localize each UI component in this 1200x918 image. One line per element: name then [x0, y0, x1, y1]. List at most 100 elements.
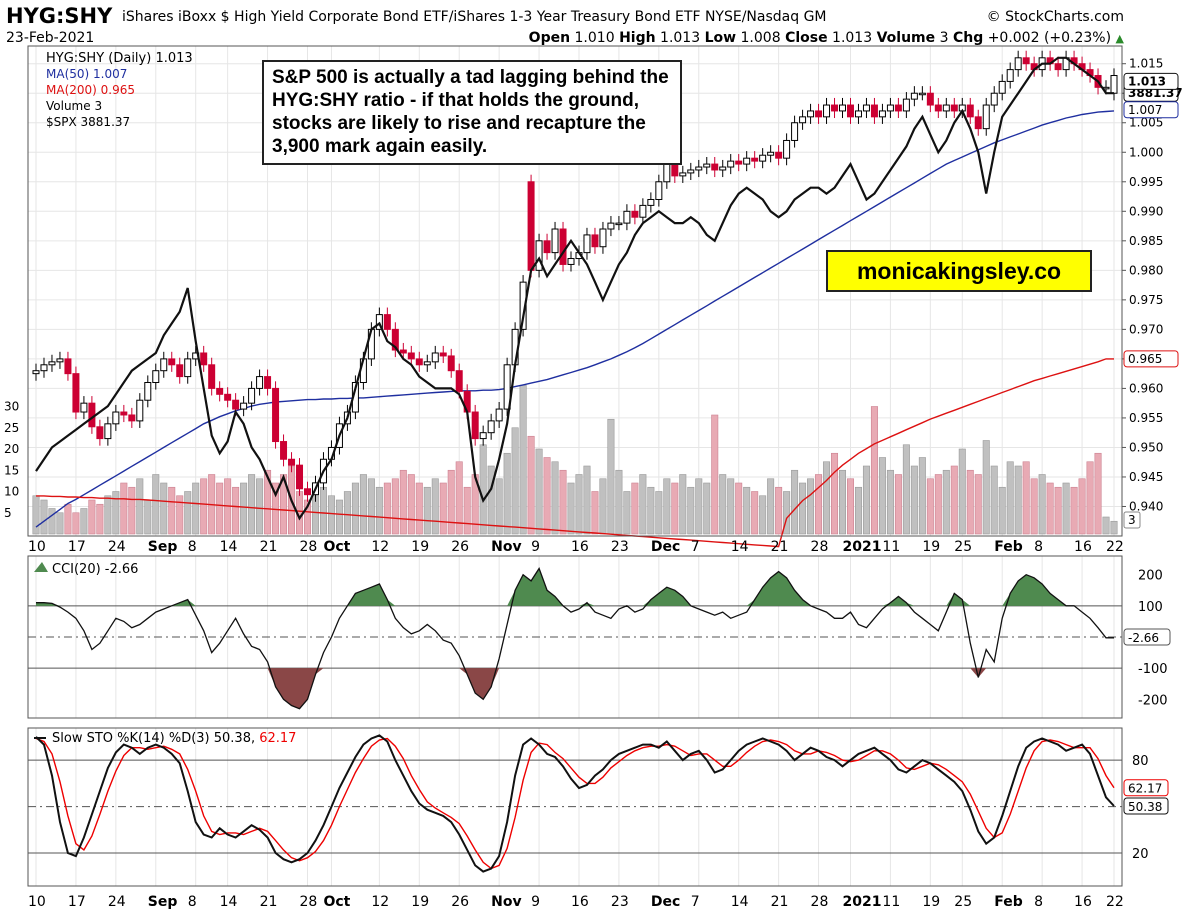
- volume-bar: [48, 508, 56, 535]
- volume-bar: [878, 457, 886, 535]
- candle-body: [862, 104, 870, 112]
- volume-bar: [1062, 482, 1070, 535]
- chart-symbol: HYG:SHY: [6, 4, 113, 28]
- candle-body: [695, 166, 703, 171]
- price-tick-label: 0.940: [1129, 499, 1163, 513]
- price-tick-label: 0.950: [1129, 440, 1163, 454]
- volume-bar: [934, 474, 942, 535]
- last-price-tag-box: [1123, 72, 1179, 90]
- candle-body: [831, 104, 839, 112]
- volume-bar: [248, 474, 256, 535]
- x-tick-label: 19: [922, 539, 940, 555]
- low-label: Low: [704, 30, 737, 46]
- x-tick-label: 16: [1074, 539, 1092, 555]
- volume-bar: [128, 486, 136, 535]
- close-label: Close: [785, 30, 828, 46]
- candle-body: [567, 258, 575, 265]
- candle-body: [894, 104, 902, 112]
- candle-body: [176, 364, 184, 378]
- up-arrow-icon: ▲: [1115, 32, 1124, 45]
- volume-bar: [551, 461, 559, 535]
- candle-body: [623, 210, 631, 224]
- candle-body: [974, 116, 982, 130]
- volume-bar: [136, 478, 144, 535]
- price-legend: HYG:SHY (Daily) 1.013 MA(50) 1.007 MA(20…: [46, 51, 193, 129]
- volume-bar: [631, 482, 639, 535]
- volume-bar: [791, 469, 799, 535]
- candle-body: [288, 458, 296, 466]
- volume-bar: [1094, 452, 1102, 535]
- x-tick-label: 26: [451, 894, 469, 910]
- volume-bar: [846, 478, 854, 535]
- open-label: Open: [528, 30, 571, 46]
- price-tick-label: 0.970: [1129, 322, 1163, 336]
- volume-bar: [1054, 486, 1062, 535]
- price-tick-label: 1.000: [1129, 145, 1163, 159]
- volume-bar: [152, 474, 160, 535]
- candle-body: [120, 411, 128, 416]
- volume-bar: [447, 469, 455, 535]
- stoch-legend-k: Slow STO %K(14) %D(3) 50.38,: [52, 731, 255, 746]
- candle-body: [543, 240, 551, 254]
- candle-body: [407, 352, 415, 360]
- volume-bar: [671, 482, 679, 535]
- candle-body: [663, 163, 671, 183]
- volume-bar: [327, 495, 335, 535]
- volume-bar: [527, 435, 535, 535]
- volume-bar: [1022, 461, 1030, 535]
- x-tick-label: 9: [531, 894, 540, 910]
- stoch-d-line: [35, 737, 1115, 870]
- stoch-k-tag: 50.38: [1128, 800, 1162, 814]
- volume-bar: [367, 478, 375, 535]
- candle-body: [280, 441, 288, 460]
- volume-bar: [415, 482, 423, 535]
- x-tick-label: 11: [882, 539, 900, 555]
- ma200-tag: 0.965: [1128, 352, 1162, 366]
- volume-bar: [854, 486, 862, 535]
- volume-bar: [431, 478, 439, 535]
- stoch-k-tag-box: [1123, 797, 1169, 815]
- volume-bar: [56, 512, 64, 535]
- candle-body: [791, 122, 799, 141]
- x-tick-label: 21: [771, 894, 789, 910]
- candle-body: [878, 110, 886, 118]
- volume-bar: [815, 474, 823, 535]
- ma200-line: [36, 358, 1114, 548]
- x-tick-label: 2021: [842, 539, 881, 555]
- candle-body: [200, 352, 208, 366]
- ohlc-summary: Open 1.010 High 1.013 Low 1.008 Close 1.…: [529, 30, 1124, 46]
- spx-line: [35, 56, 1114, 521]
- x-tick-label: 16: [571, 894, 589, 910]
- volume-bar: [807, 478, 815, 535]
- x-tick-label: 12: [371, 539, 389, 555]
- candle-body: [815, 110, 823, 118]
- cci-tick-label: -100: [1138, 662, 1168, 677]
- candle-body: [391, 328, 399, 351]
- volume-tag: 3: [1128, 513, 1136, 527]
- candle-body: [886, 104, 894, 112]
- volume-bar: [1078, 478, 1086, 535]
- volume-bar: [559, 469, 567, 535]
- candle-body: [128, 414, 136, 422]
- x-tick-label: Nov: [491, 894, 521, 910]
- candle-body: [1014, 57, 1022, 71]
- volume-bar: [982, 440, 990, 535]
- cci-tag-box: [1123, 628, 1171, 646]
- candle-body: [232, 399, 240, 410]
- volume-bar: [759, 495, 767, 535]
- volume-bar: [351, 482, 359, 535]
- volume-bar: [831, 452, 839, 535]
- volume-bar: [1046, 482, 1054, 535]
- volume-bar: [80, 508, 88, 535]
- candle-body: [56, 358, 64, 363]
- cci-tick-label: 100: [1138, 600, 1163, 615]
- x-tick-label: 28: [299, 539, 317, 555]
- x-tick-label: 17: [68, 894, 86, 910]
- candle-body: [735, 160, 743, 165]
- candle-body: [240, 402, 248, 410]
- x-tick-label: 22: [1106, 539, 1124, 555]
- candle-body: [1054, 63, 1062, 71]
- candle-body: [727, 160, 735, 168]
- legend-main: HYG:SHY (Daily) 1.013: [46, 51, 193, 66]
- volume-bar: [264, 469, 272, 535]
